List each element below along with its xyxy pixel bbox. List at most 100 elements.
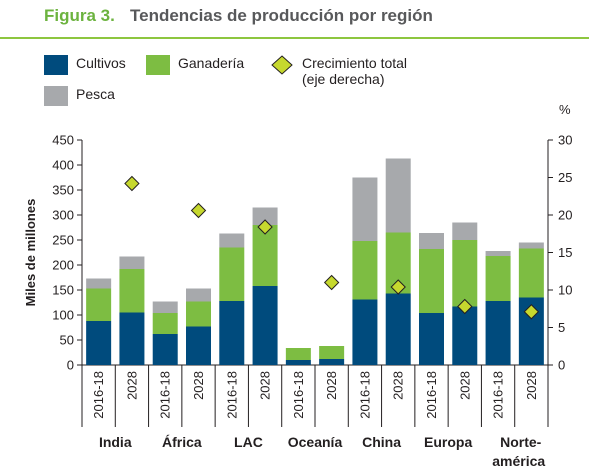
bar-pesca-5-1 [452,222,478,240]
bar-cultivos-5-1 [452,306,478,365]
bar-cultivos-3-0 [285,360,311,365]
x-period-label: 2016-18 [424,371,439,419]
bar-cultivos-6-0 [485,301,511,365]
growth-marker [124,175,140,192]
bar-pesca-1-0 [152,301,178,313]
bar-ganadería-0-1 [119,269,145,313]
bar-ganadería-5-1 [452,240,478,307]
y-tick-label: 450 [52,133,74,148]
bar-pesca-6-0 [485,251,511,256]
x-group-label: LAC [234,434,263,450]
legend-item-crecimiento: Crecimiento total (eje derecha) [270,55,407,87]
bar-pesca-2-0 [219,233,245,248]
x-period-label: 2028 [324,371,339,400]
bar-pesca-4-1 [385,158,411,233]
legend-label-crecimiento: Crecimiento total (eje derecha) [302,55,408,87]
legend-diamond-icon [271,55,293,75]
x-period-label: 2028 [258,371,273,400]
x-period-label: 2016-18 [224,371,239,419]
bar-ganadería-6-1 [518,248,544,298]
header-rule [0,37,589,39]
figure-number: Figura 3. [44,6,115,25]
y2-tick-label: 25 [558,170,572,185]
y-tick-label: 300 [52,208,74,223]
bar-cultivos-5-0 [419,313,444,365]
legend-item-ganaderia: Ganadería [146,55,244,75]
x-period-label: 2028 [191,371,206,400]
x-group-label: Europa [424,434,472,450]
y2-tick-label: 10 [558,283,572,298]
bar-cultivos-0-1 [119,312,145,365]
y-tick-label: 400 [52,158,74,173]
legend-item-pesca: Pesca [44,86,115,106]
bar-pesca-0-1 [119,256,145,269]
x-period-label: 2028 [124,371,139,400]
legend-label-cultivos: Cultivos [76,55,126,71]
y-tick-label: 250 [52,233,74,248]
bar-pesca-4-0 [352,177,378,241]
bar-ganadería-2-0 [219,247,245,301]
y-tick-label: 50 [60,333,74,348]
x-group-label: China [362,434,401,450]
y-tick-label: 100 [52,308,74,323]
growth-marker [190,202,207,219]
y-tick-label: 200 [52,258,74,273]
x-period-label: 2016-18 [158,371,173,419]
bar-ganadería-1-1 [186,301,211,327]
y-tick-label: 0 [67,358,74,373]
bar-cultivos-2-0 [219,301,245,365]
bar-cultivos-1-1 [186,326,211,365]
x-group-label: Norte- [500,434,542,450]
bar-ganadería-2-1 [252,225,278,286]
bar-cultivos-0-0 [86,321,112,365]
legend-label-pesca: Pesca [76,86,115,102]
x-period-label: 2016-18 [491,371,506,419]
bar-ganadería-3-0 [285,348,311,360]
bar-pesca-5-0 [419,233,444,249]
bar-pesca-0-0 [86,278,112,289]
y2-tick-label: 0 [558,358,565,373]
bar-pesca-2-1 [252,207,278,225]
bar-ganadería-1-0 [152,313,178,334]
y2-tick-label: 15 [558,245,572,260]
x-period-label: 2016-18 [291,371,306,419]
legend-item-cultivos: Cultivos [44,55,126,75]
bar-cultivos-3-1 [319,359,345,365]
y2-tick-label: 20 [558,208,572,223]
legend-label-ganaderia: Ganadería [178,55,245,71]
y2-tick-label: 5 [558,320,565,335]
bar-cultivos-4-1 [385,293,411,365]
x-period-label: 2028 [457,371,472,400]
y2-unit-label: % [559,102,571,117]
growth-marker [390,279,406,295]
bar-pesca-6-1 [518,242,544,249]
figure-title: Tendencias de producción por región [130,6,433,25]
bar-ganadería-4-0 [352,241,378,300]
y2-tick-label: 30 [558,133,572,148]
bar-ganadería-3-1 [319,346,345,359]
y-tick-label: 150 [52,283,74,298]
x-period-label: 2016-18 [91,371,106,419]
x-period-label: 2028 [524,371,539,400]
bar-ganadería-0-0 [86,288,112,321]
bar-cultivos-2-1 [252,286,278,365]
legend-swatch-ganaderia [146,55,170,75]
x-period-label: 2028 [391,371,406,400]
legend-swatch-cultivos [44,55,68,75]
growth-marker [323,274,340,291]
y-axis-title: Miles de millones [23,199,38,307]
bar-cultivos-4-0 [352,299,378,365]
figure-header: Figura 3. Tendencias de producción por r… [0,0,589,42]
growth-marker [257,219,273,235]
legend-swatch-pesca [44,86,68,106]
x-group-label: África [162,434,202,450]
bar-ganadería-6-0 [485,256,511,301]
y-tick-label: 350 [52,183,74,198]
x-period-label: 2016-18 [357,371,372,419]
growth-marker [457,298,473,315]
x-group-label: India [99,434,132,450]
bar-pesca-1-1 [186,288,211,302]
x-group-label: Oceanía [288,434,343,450]
growth-marker [523,304,540,320]
